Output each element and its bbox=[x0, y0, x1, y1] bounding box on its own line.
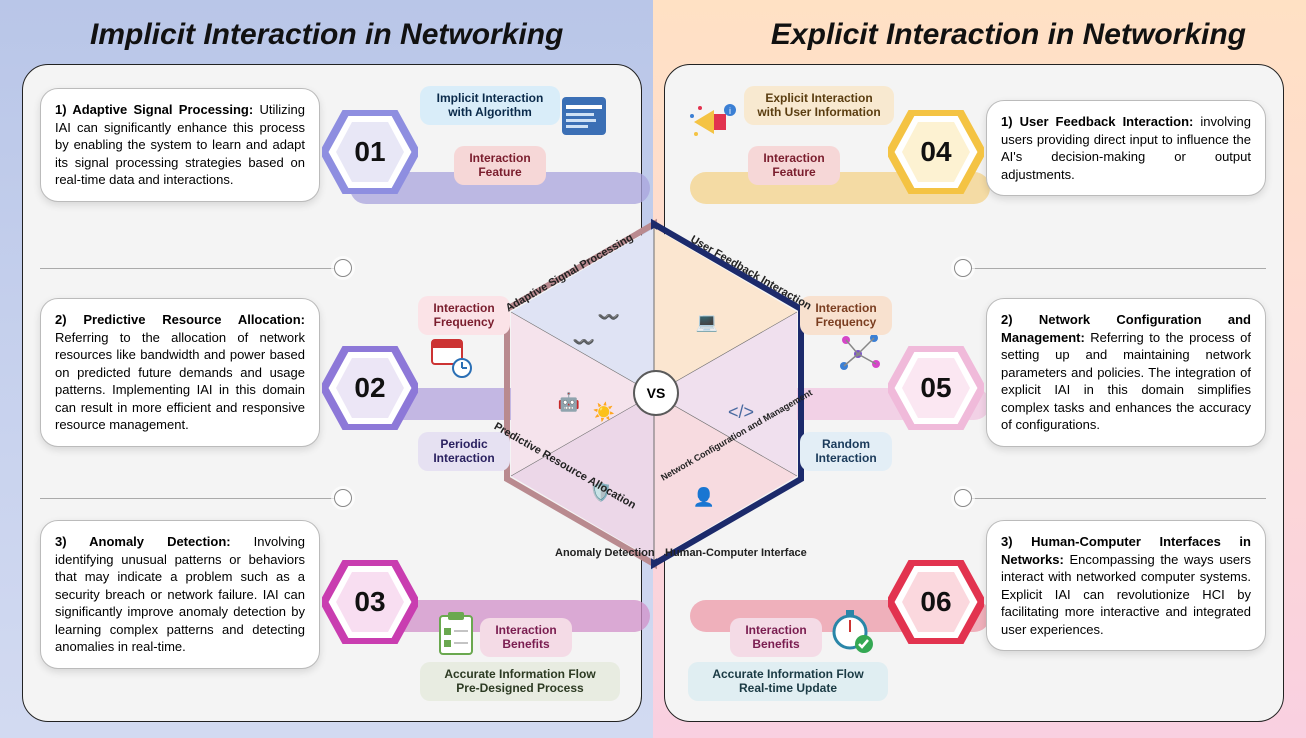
badge-left-bot-1: Interaction Benefits bbox=[480, 618, 572, 657]
sep-r1 bbox=[966, 268, 1266, 269]
card-01: 1) Adaptive Signal Processing: Utilizing… bbox=[40, 88, 320, 202]
card-02: 2) Predictive Resource Allocation: Refer… bbox=[40, 298, 320, 447]
hex-06: 06 bbox=[888, 560, 984, 644]
dot-r2 bbox=[954, 489, 972, 507]
calendar-clock-icon bbox=[430, 336, 474, 383]
hex-01-num: 01 bbox=[322, 110, 418, 194]
svg-text:💻: 💻 bbox=[696, 312, 718, 332]
card-03-body: Involving identifying unusual patterns o… bbox=[55, 534, 305, 654]
card-06: 3) Human-Computer Interfaces in Networks… bbox=[986, 520, 1266, 651]
card-03-title: 3) Anomaly Detection: bbox=[55, 534, 231, 549]
hex-05-num: 05 bbox=[888, 346, 984, 430]
svg-text:i: i bbox=[729, 106, 731, 116]
card-04: 1) User Feedback Interaction: involving … bbox=[986, 100, 1266, 196]
badge-right-top-1: Explicit Interaction with User Informati… bbox=[744, 86, 894, 125]
svg-text:☀️: ☀️ bbox=[593, 401, 615, 423]
checklist-icon bbox=[436, 610, 476, 661]
sep-r2 bbox=[966, 498, 1266, 499]
svg-text:</>: </> bbox=[728, 402, 754, 422]
dot-r1 bbox=[954, 259, 972, 277]
badge-left-top-1: Implicit Interaction with Algorithm bbox=[420, 86, 560, 125]
badge-right-mid-2: Random Interaction bbox=[800, 432, 892, 471]
svg-text:〰️: 〰️ bbox=[573, 332, 595, 352]
app-window-icon bbox=[560, 95, 608, 142]
card-03: 3) Anomaly Detection: Involving identify… bbox=[40, 520, 320, 669]
badge-left-top-2: Interaction Feature bbox=[454, 146, 546, 185]
seg-label-hci: Human-Computer Interface bbox=[665, 547, 807, 559]
badge-right-top-2: Interaction Feature bbox=[748, 146, 840, 185]
card-05: 2) Network Configuration and Management:… bbox=[986, 298, 1266, 447]
sep-l1 bbox=[40, 268, 340, 269]
stopwatch-check-icon bbox=[830, 606, 876, 659]
hex-05: 05 bbox=[888, 346, 984, 430]
svg-text:〰️: 〰️ bbox=[598, 307, 620, 327]
dot-l2 bbox=[334, 489, 352, 507]
badge-left-mid-1: Interaction Frequency bbox=[418, 296, 510, 335]
hex-02: 02 bbox=[322, 346, 418, 430]
card-02-body: Referring to the allocation of network r… bbox=[55, 330, 305, 433]
hex-01: 01 bbox=[322, 110, 418, 194]
card-01-title: 1) Adaptive Signal Processing: bbox=[55, 102, 253, 117]
hex-02-num: 02 bbox=[322, 346, 418, 430]
card-02-title: 2) Predictive Resource Allocation: bbox=[55, 312, 305, 327]
sep-l2 bbox=[40, 498, 340, 499]
svg-text:👤: 👤 bbox=[693, 486, 715, 507]
hex-04-num: 04 bbox=[888, 110, 984, 194]
card-04-title: 1) User Feedback Interaction: bbox=[1001, 114, 1193, 129]
hex-03: 03 bbox=[322, 560, 418, 644]
badge-left-bot-2: Accurate Information Flow Pre-Designed P… bbox=[420, 662, 620, 701]
hex-04: 04 bbox=[888, 110, 984, 194]
title-explicit: Explicit Interaction in Networking bbox=[771, 18, 1246, 52]
badge-right-bot-1: Interaction Benefits bbox=[730, 618, 822, 657]
badge-left-mid-2: Periodic Interaction bbox=[418, 432, 510, 471]
hex-06-num: 06 bbox=[888, 560, 984, 644]
vs-badge: VS bbox=[633, 370, 679, 416]
badge-right-bot-2: Accurate Information Flow Real-time Upda… bbox=[688, 662, 888, 701]
svg-text:🤖: 🤖 bbox=[558, 391, 580, 412]
dot-l1 bbox=[334, 259, 352, 277]
title-implicit: Implicit Interaction in Networking bbox=[90, 18, 563, 52]
hex-03-num: 03 bbox=[322, 560, 418, 644]
seg-label-ad: Anomaly Detection bbox=[555, 547, 655, 559]
network-nodes-icon bbox=[836, 330, 884, 379]
megaphone-icon: i bbox=[688, 100, 738, 149]
